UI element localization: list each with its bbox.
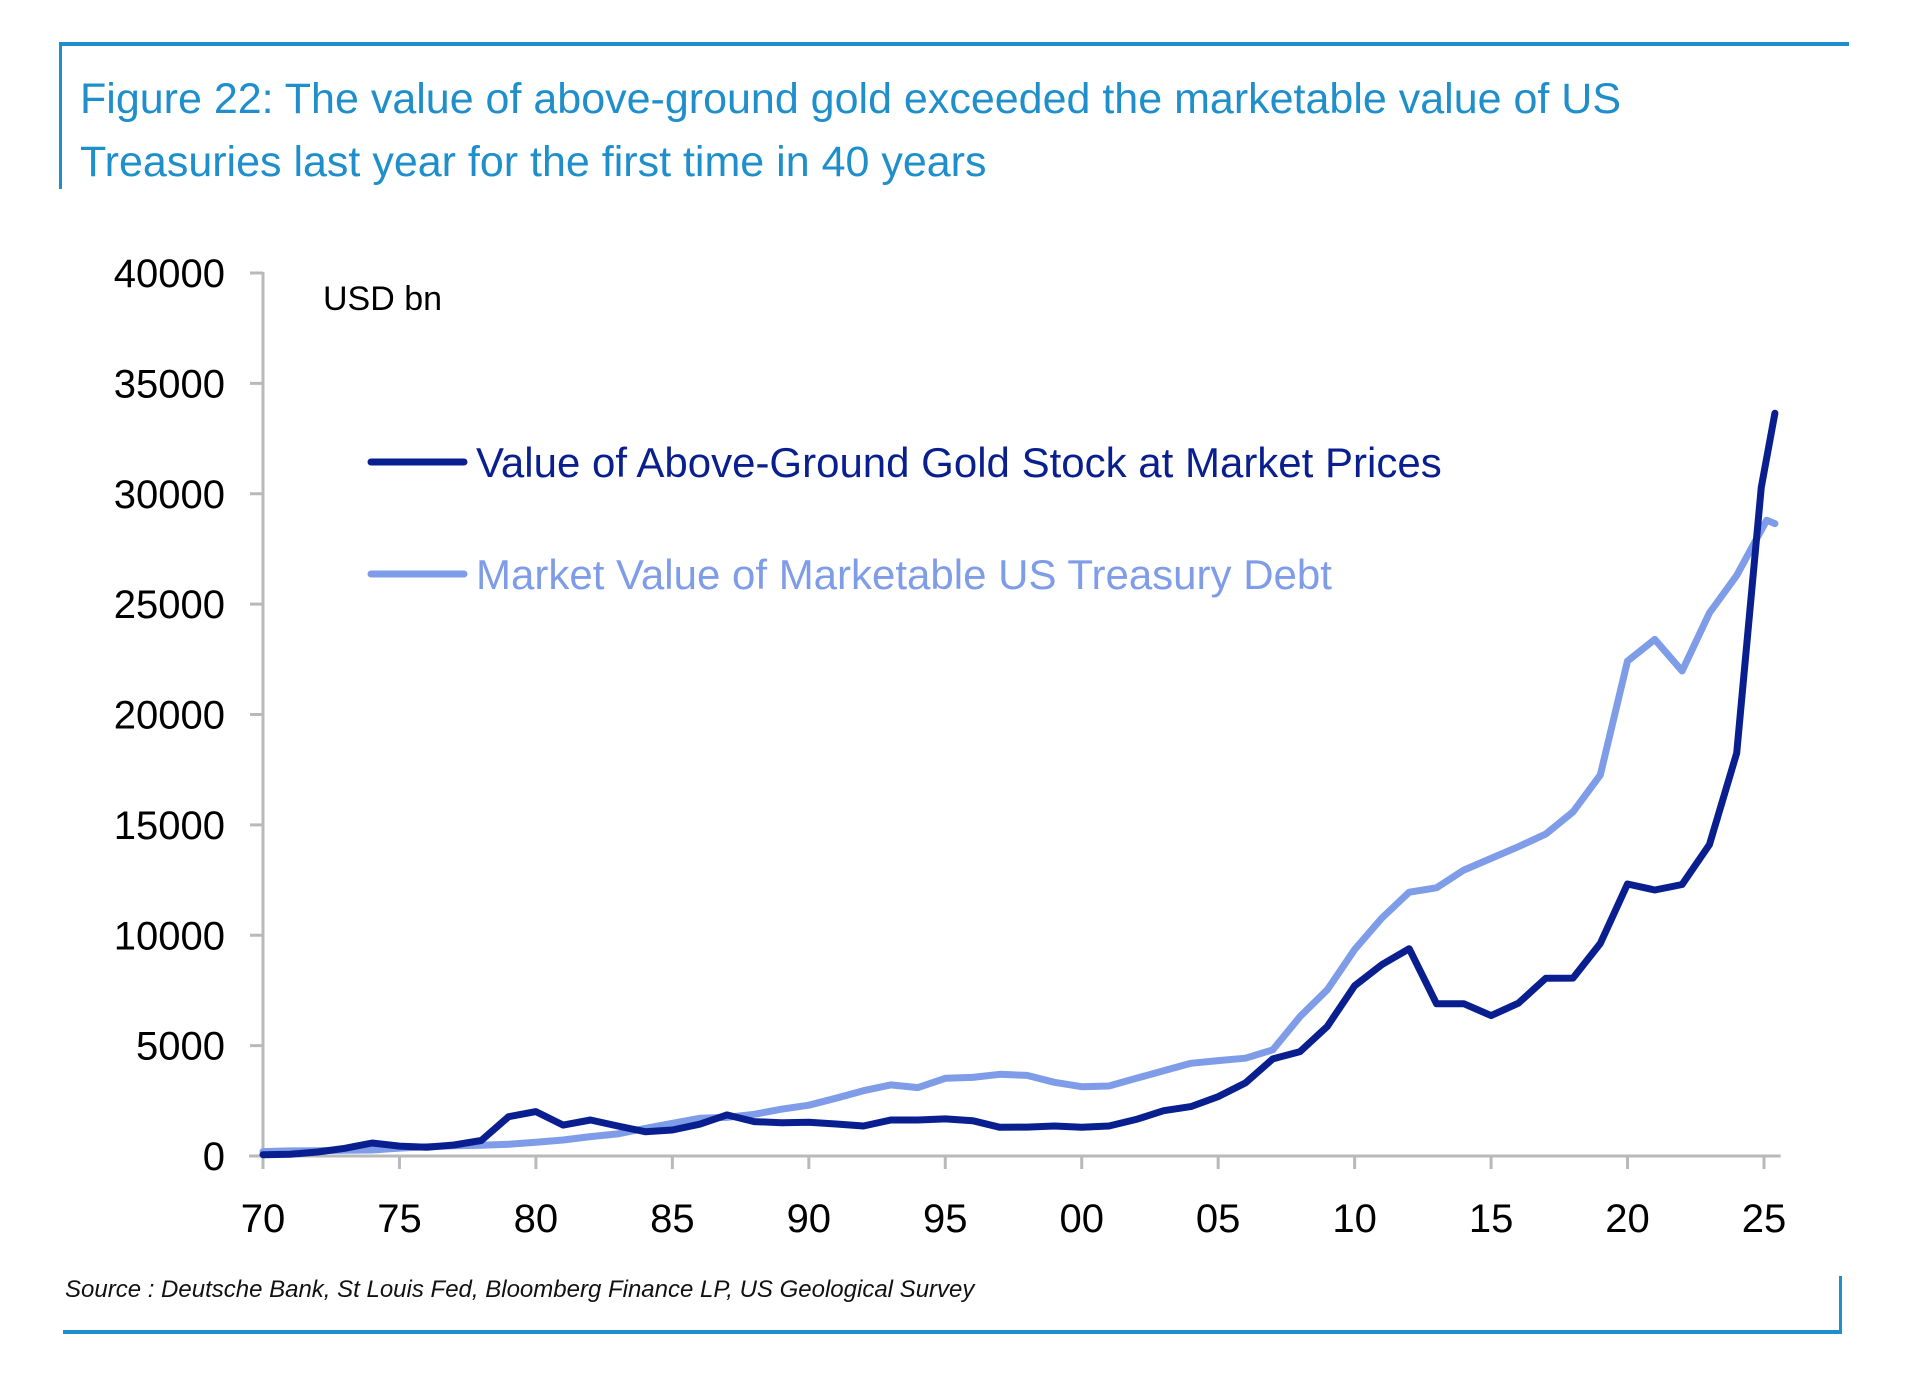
y-tick-label: 25000: [114, 583, 225, 627]
x-tick-label: 80: [514, 1197, 559, 1241]
series-line-gold: [259, 409, 1779, 1159]
header-left-rule: [59, 42, 62, 189]
x-tick-label: 15: [1469, 1197, 1514, 1241]
legend: Value of Above-Ground Gold Stock at Mark…: [367, 439, 1442, 598]
y-tick-label: 10000: [114, 914, 225, 958]
legend-label: Market Value of Marketable US Treasury D…: [476, 551, 1332, 598]
footer-right-rule: [1839, 1276, 1842, 1334]
y-tick-label: 0: [203, 1135, 225, 1179]
footer-bottom-rule: [63, 1330, 1842, 1334]
legend-label: Value of Above-Ground Gold Stock at Mark…: [476, 439, 1442, 486]
x-tick-label: 85: [650, 1197, 695, 1241]
x-tick-label: 10: [1332, 1197, 1377, 1241]
x-tick-label: 90: [787, 1197, 832, 1241]
x-tick-label: 75: [377, 1197, 422, 1241]
x-tick-label: 70: [241, 1197, 286, 1241]
y-tick-label: 5000: [136, 1025, 225, 1069]
series-lines: [259, 409, 1779, 1159]
x-tick-label: 20: [1605, 1197, 1650, 1241]
axes: 0500010000150002000025000300003500040000…: [114, 252, 1786, 1241]
figure-title-line-1: Figure 22: The value of above-ground gol…: [80, 75, 1622, 123]
x-tick-label: 25: [1742, 1197, 1787, 1241]
y-tick-label: 20000: [114, 694, 225, 738]
source-note: Source : Deutsche Bank, St Louis Fed, Bl…: [65, 1276, 975, 1303]
y-tick-label: 40000: [114, 252, 225, 296]
y-unit-label: USD bn: [323, 280, 442, 318]
x-tick-label: 00: [1059, 1197, 1104, 1241]
y-tick-label: 15000: [114, 804, 225, 848]
y-tick-label: 35000: [114, 362, 225, 406]
figure-title: Figure 22: The value of above-ground gol…: [80, 68, 1860, 194]
header-top-rule: [60, 42, 1849, 46]
y-tick-label: 30000: [114, 473, 225, 517]
x-tick-label: 05: [1196, 1197, 1241, 1241]
figure-title-line-2: Treasuries last year for the first time …: [80, 138, 987, 186]
x-tick-label: 95: [923, 1197, 968, 1241]
series-line-treasury: [259, 516, 1779, 1156]
